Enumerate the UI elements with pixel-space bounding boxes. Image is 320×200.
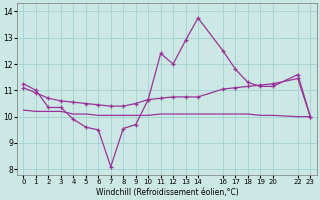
X-axis label: Windchill (Refroidissement éolien,°C): Windchill (Refroidissement éolien,°C): [96, 188, 238, 197]
